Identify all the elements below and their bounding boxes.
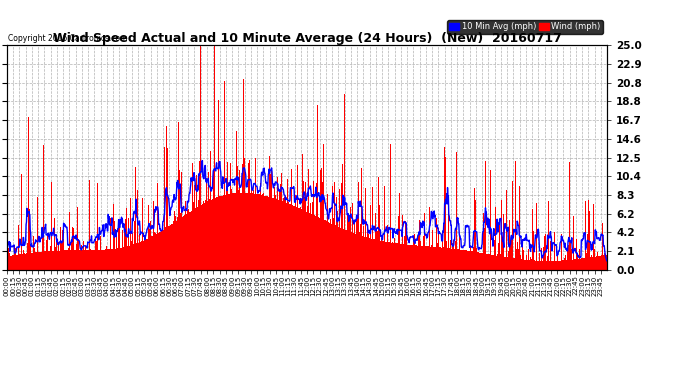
Legend: 10 Min Avg (mph), Wind (mph): 10 Min Avg (mph), Wind (mph) bbox=[447, 20, 603, 34]
Title: Wind Speed Actual and 10 Minute Average (24 Hours)  (New)  20160717: Wind Speed Actual and 10 Minute Average … bbox=[52, 32, 562, 45]
Text: Copyright 2016 Cartronics.com: Copyright 2016 Cartronics.com bbox=[8, 34, 128, 43]
